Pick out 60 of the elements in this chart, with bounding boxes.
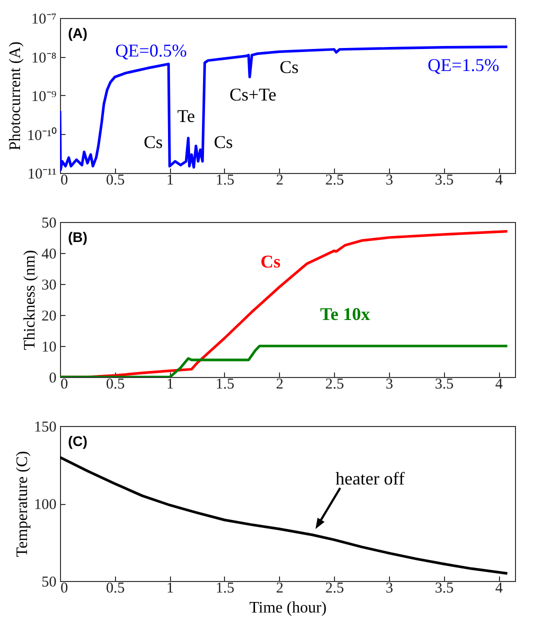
- x-axis-title: Time (hour): [249, 600, 327, 616]
- x-tick-label: 0.5: [106, 376, 125, 392]
- x-tick-label: 3: [386, 172, 394, 188]
- x-tick-label: 2.5: [325, 376, 344, 392]
- x-tick-label: 3: [386, 580, 394, 596]
- y-tick-label: 150: [34, 420, 56, 436]
- x-tick-label: 0: [60, 580, 68, 596]
- annotation: Cs: [214, 132, 233, 152]
- y-tick-label: 50: [42, 574, 56, 590]
- annotation: (C): [68, 433, 88, 449]
- x-tick-label: 1: [166, 376, 174, 392]
- line-series: [60, 456, 509, 575]
- x-tick-label: 0: [60, 376, 68, 392]
- y-axis-title: Photocurrent (A): [7, 42, 24, 150]
- annotation: Cs+Te: [230, 84, 276, 104]
- y-tick-label: 10⁻⁷: [31, 12, 56, 28]
- y-tick-label: 100: [34, 497, 56, 513]
- x-tick-label: 2.5: [325, 172, 344, 188]
- x-tick-label: 0.5: [106, 580, 125, 596]
- y-tick-label: 20: [42, 308, 56, 324]
- y-tick-label: 10⁻⁹: [31, 89, 56, 105]
- line-series: [60, 344, 509, 377]
- y-axis-title: Thickness (nm): [22, 250, 38, 350]
- x-tick-label: 2.5: [325, 580, 344, 596]
- y-tick-label: 50: [42, 216, 56, 232]
- y-tick-label: 10: [42, 340, 56, 356]
- series-label: Te 10x: [320, 304, 370, 324]
- x-tick-label: 1: [166, 172, 174, 188]
- x-tick-label: 2: [276, 172, 284, 188]
- annotation: Cs: [144, 132, 163, 152]
- x-tick-label: 0: [60, 172, 68, 188]
- y-tick-label: 30: [42, 278, 56, 294]
- annotation: Cs: [280, 56, 299, 77]
- x-tick-label: 1.5: [216, 172, 234, 188]
- y-tick-label: 10⁻¹¹: [28, 166, 56, 182]
- x-tick-label: 4: [495, 580, 504, 596]
- y-tick-label: 40: [42, 246, 56, 262]
- y-tick-label: 10⁻⁸: [31, 50, 56, 66]
- annotation: QE=0.5%: [115, 40, 187, 61]
- y-axis-title: Temperature (C): [14, 451, 31, 557]
- x-tick-label: 3.5: [434, 376, 454, 392]
- x-tick-label: 2: [276, 376, 284, 392]
- x-tick-label: 4: [495, 376, 504, 392]
- annotation: (B): [68, 229, 88, 245]
- annotation: QE=1.5%: [428, 54, 500, 75]
- annotation: Te: [177, 106, 195, 126]
- x-tick-label: 3.5: [434, 172, 454, 188]
- x-tick-label: 1.5: [216, 376, 234, 392]
- x-tick-label: 1: [166, 580, 174, 596]
- x-tick-label: 0.5: [106, 172, 125, 188]
- series-label: Cs: [260, 251, 281, 272]
- annotation: (A): [68, 25, 88, 41]
- x-tick-label: 3: [386, 376, 394, 392]
- x-tick-label: 4: [495, 172, 504, 188]
- annotation: heater off: [335, 468, 405, 488]
- x-tick-label: 1.5: [216, 580, 234, 596]
- x-tick-label: 2: [276, 580, 284, 596]
- line-series: [60, 46, 509, 172]
- y-tick-label: 10⁻¹⁰: [27, 126, 56, 144]
- x-tick-label: 3.5: [434, 580, 454, 596]
